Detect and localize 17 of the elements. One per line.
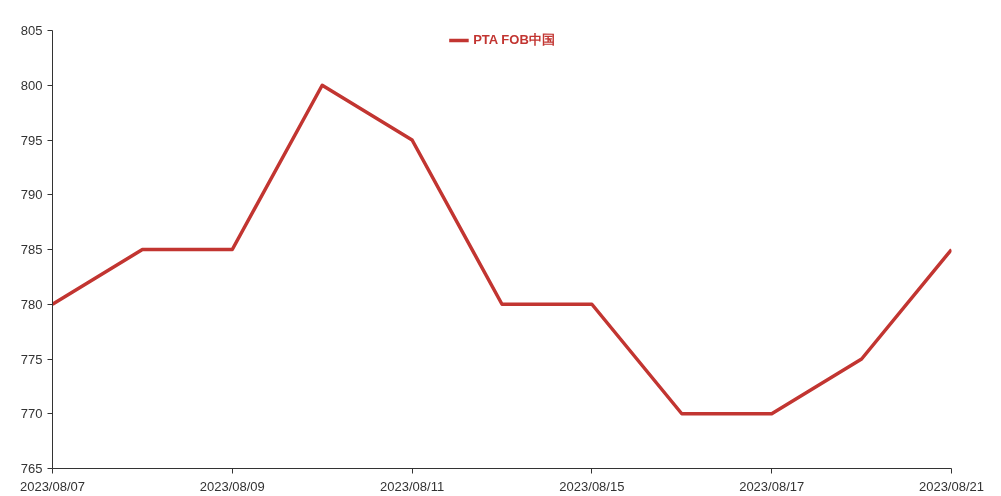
- y-tick-label: 770: [20, 406, 43, 422]
- x-tick-label: 2023/08/21: [918, 478, 985, 494]
- x-tick-label: 2023/08/11: [380, 478, 445, 494]
- y-tick-label: 785: [20, 242, 43, 257]
- y-tick-label: 775: [20, 351, 43, 367]
- y-tick-label: 790: [20, 187, 43, 203]
- x-tick-label: 2023/08/07: [19, 478, 86, 494]
- y-tick-label: 795: [20, 132, 43, 148]
- x-tick-label: 2023/08/09: [199, 478, 265, 494]
- x-tick-label: 2023/08/15: [559, 478, 625, 494]
- line-series: [52, 83, 952, 416]
- y-tick-label: 765: [20, 461, 43, 476]
- y-tick-label: 805: [20, 23, 43, 38]
- x-tick-label: 2023/08/17: [739, 478, 805, 494]
- legend-label: PTA FOB中国: [473, 31, 555, 49]
- y-tick-label: 780: [20, 296, 43, 312]
- y-tick-label: 800: [20, 77, 43, 93]
